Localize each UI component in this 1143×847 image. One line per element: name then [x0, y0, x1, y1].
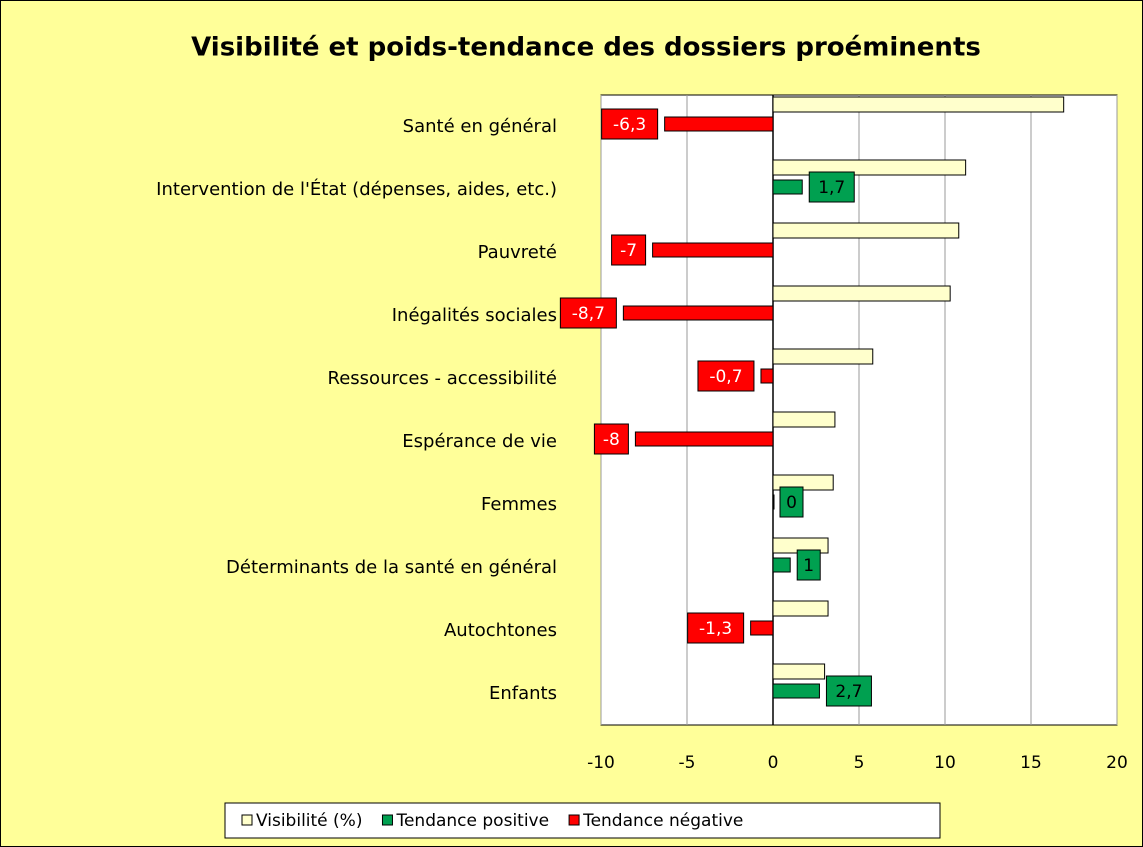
bar	[772, 411, 836, 428]
bar	[772, 179, 803, 195]
y-tick-label: Ressources - accessibilité	[328, 368, 557, 389]
bar	[772, 494, 775, 510]
data-label: 1,7	[818, 178, 845, 198]
legend-label: Tendance positive	[395, 811, 549, 831]
bar	[772, 663, 826, 680]
bar	[772, 285, 951, 302]
legend-swatch	[241, 814, 253, 826]
bar	[622, 305, 774, 321]
data-label: -8	[603, 430, 620, 450]
y-tick-label: Autochtones	[444, 620, 557, 641]
x-tick-label: -5	[679, 753, 696, 773]
bar	[652, 242, 774, 258]
bar	[772, 222, 960, 239]
data-label: -7	[620, 241, 637, 261]
bar	[772, 557, 791, 573]
data-label: 0	[786, 493, 797, 513]
data-label-box	[796, 549, 821, 581]
data-label: 2,7	[835, 682, 862, 702]
legend-label: Tendance négative	[582, 811, 743, 831]
x-tick-label: 20	[1106, 753, 1128, 773]
y-tick-label: Inégalités sociales	[392, 305, 557, 326]
legend-label: Visibilité (%)	[256, 811, 362, 831]
data-label: -6,3	[613, 115, 646, 135]
y-tick-label: Santé en général	[403, 116, 557, 137]
bar	[772, 159, 967, 176]
y-tick-label: Pauvreté	[478, 242, 557, 263]
data-label: 1	[803, 556, 814, 576]
bar	[664, 116, 774, 132]
bar	[750, 620, 774, 636]
bar	[634, 431, 774, 447]
bar	[760, 368, 774, 384]
data-label: -0,7	[709, 367, 742, 387]
data-label-box	[611, 234, 647, 266]
data-label-box	[593, 423, 629, 455]
x-tick-label: 10	[934, 753, 956, 773]
bar	[772, 600, 829, 617]
bar	[772, 348, 874, 365]
data-label-box	[559, 297, 617, 329]
data-label: -1,3	[699, 619, 732, 639]
chart-title: Visibilité et poids-tendance des dossier…	[191, 33, 981, 63]
data-label-box	[697, 360, 755, 392]
data-label-box	[687, 612, 745, 644]
legend	[224, 802, 941, 839]
data-label: -8,7	[572, 304, 605, 324]
y-tick-label: Espérance de vie	[402, 431, 557, 452]
data-label-box	[808, 171, 855, 203]
x-tick-label: 15	[1020, 753, 1042, 773]
data-label-box	[779, 486, 804, 518]
x-tick-label: -10	[587, 753, 615, 773]
y-tick-label: Intervention de l'État (dépenses, aides,…	[156, 178, 557, 200]
bar	[772, 96, 1065, 113]
x-tick-label: 5	[854, 753, 865, 773]
legend-swatch	[381, 814, 393, 826]
data-label-box	[601, 108, 659, 140]
legend-swatch	[568, 814, 580, 826]
y-tick-label: Femmes	[481, 494, 557, 515]
bar	[772, 683, 820, 699]
data-label-box	[825, 675, 872, 707]
y-tick-label: Enfants	[489, 683, 557, 704]
x-tick-label: 0	[768, 753, 779, 773]
y-tick-label: Déterminants de la santé en général	[226, 557, 557, 578]
